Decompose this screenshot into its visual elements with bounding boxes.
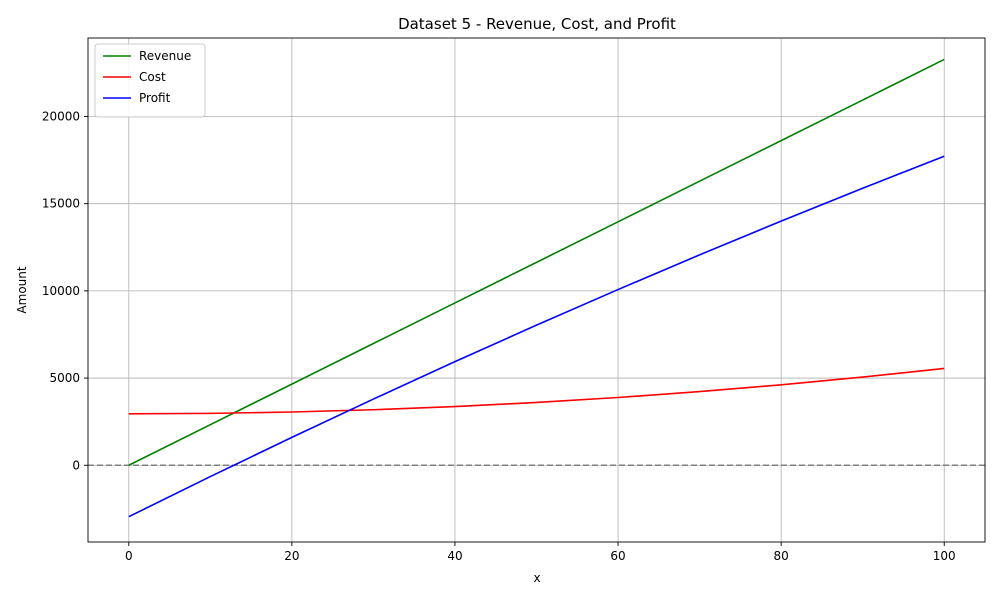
legend-label-revenue: Revenue [139, 49, 191, 63]
chart-title: Dataset 5 - Revenue, Cost, and Profit [398, 15, 676, 33]
x-tick-label: 80 [773, 549, 788, 563]
series-layer [128, 58, 945, 518]
y-tick-label: 10000 [42, 284, 80, 298]
plot-frame [87, 37, 986, 543]
x-tick-label: 100 [933, 549, 956, 563]
x-tick-label: 60 [610, 549, 625, 563]
series-line-profit [128, 155, 945, 518]
x-tick-label: 40 [447, 549, 462, 563]
x-tick-label: 20 [284, 549, 299, 563]
x-tick-label: 0 [125, 549, 133, 563]
ticks: 0 20 40 60 80 100 0 5000 10000 15000 20000 [42, 109, 956, 563]
y-tick-label: 15000 [42, 197, 80, 211]
y-tick-label: 5000 [49, 371, 80, 385]
legend: Revenue Cost Profit [94, 43, 206, 118]
series-line-cost [128, 367, 945, 415]
grid [88, 38, 985, 542]
axes [87, 37, 986, 543]
legend-label-profit: Profit [139, 91, 171, 105]
y-tick-label: 0 [72, 458, 80, 472]
x-axis-label: x [533, 571, 540, 585]
y-axis-label: Amount [15, 266, 29, 313]
legend-label-cost: Cost [139, 70, 166, 84]
y-tick-label: 20000 [42, 109, 80, 123]
series-line-revenue [128, 58, 945, 466]
